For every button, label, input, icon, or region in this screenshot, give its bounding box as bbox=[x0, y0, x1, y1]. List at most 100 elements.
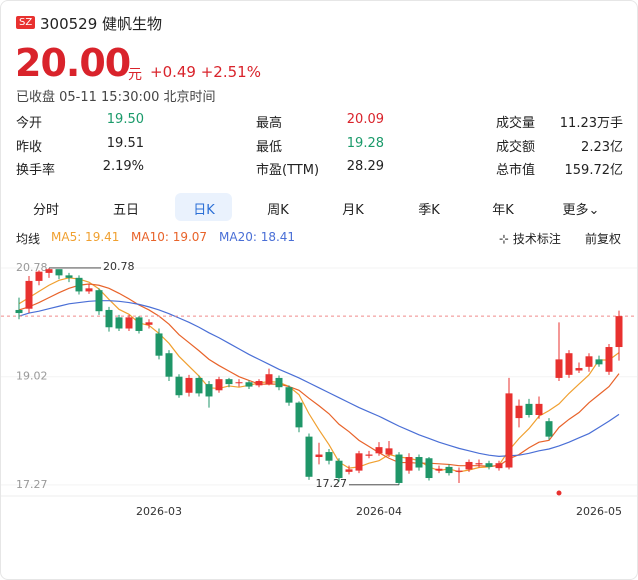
tab[interactable]: 月K bbox=[342, 203, 364, 218]
candle-body bbox=[545, 421, 553, 437]
candle-body bbox=[505, 393, 513, 468]
candle-body bbox=[425, 458, 433, 479]
stat-label: 成交量 bbox=[496, 116, 536, 131]
candle-body bbox=[165, 353, 173, 377]
candle-body bbox=[565, 353, 573, 375]
candle-body bbox=[295, 402, 303, 428]
candle-body bbox=[55, 269, 63, 276]
candle-body bbox=[405, 457, 413, 471]
candle-body bbox=[305, 436, 313, 477]
candle-body bbox=[15, 309, 23, 314]
stat-label: 今开 bbox=[16, 116, 43, 131]
candle-body bbox=[435, 468, 443, 471]
candle-body bbox=[105, 309, 113, 328]
event-dot bbox=[556, 490, 562, 496]
tab[interactable]: 周K bbox=[267, 203, 289, 218]
market-status: 已收盘 05-11 15:30:00 北京时间 bbox=[16, 90, 216, 105]
candle-body bbox=[215, 379, 223, 391]
candle-body bbox=[415, 457, 423, 468]
candle-body bbox=[145, 322, 153, 325]
stat-value: 159.72亿 bbox=[564, 163, 624, 178]
candle-body bbox=[195, 377, 203, 394]
candle-body bbox=[605, 347, 613, 372]
candle-body bbox=[25, 280, 33, 309]
stat-value: 19.50 bbox=[106, 112, 144, 127]
candle-body bbox=[495, 463, 503, 469]
tab[interactable]: 日K bbox=[193, 203, 215, 218]
ma-label[interactable]: 均线 bbox=[16, 232, 41, 246]
candle-body bbox=[175, 376, 183, 396]
y-tick-label: 20.78 bbox=[16, 261, 48, 274]
candle-body bbox=[75, 277, 83, 292]
candle-body bbox=[585, 356, 593, 367]
y-tick-label: 17.27 bbox=[16, 478, 48, 491]
candle-body bbox=[205, 384, 213, 397]
stat-value: 20.09 bbox=[346, 112, 384, 127]
legend-entry: MA20: 18.41 bbox=[219, 230, 296, 244]
candle-body bbox=[395, 454, 403, 483]
candle-body bbox=[335, 460, 343, 479]
candle-body bbox=[525, 403, 533, 415]
stat-label: 昨收 bbox=[16, 140, 43, 155]
tab-highlight bbox=[175, 193, 232, 221]
candle-body bbox=[555, 359, 563, 378]
candle-body bbox=[275, 377, 283, 388]
x-tick-label: 2026-05 bbox=[576, 505, 622, 518]
marking-button[interactable]: ⊹ 技术标注 bbox=[499, 232, 561, 246]
ma-line bbox=[18, 277, 620, 473]
candle-body bbox=[355, 453, 363, 471]
ma-line bbox=[18, 283, 620, 467]
candle-body bbox=[45, 269, 53, 273]
candle-body bbox=[285, 387, 293, 403]
stat-value: 11.23万手 bbox=[559, 116, 623, 131]
candle-body bbox=[515, 405, 523, 419]
high-label: 20.78 bbox=[103, 260, 135, 273]
candle-body bbox=[465, 461, 473, 470]
candle-body bbox=[235, 382, 243, 384]
tab[interactable]: 年K bbox=[492, 203, 514, 218]
stat-value: 28.29 bbox=[346, 159, 384, 174]
candle-body bbox=[245, 382, 253, 387]
stat-value: 2.19% bbox=[102, 159, 144, 174]
candle-body bbox=[255, 381, 263, 386]
stock-name: 300529 健帆生物 bbox=[40, 15, 163, 33]
tab[interactable]: 分时 bbox=[32, 203, 60, 218]
candle-body bbox=[225, 379, 233, 385]
candle-body bbox=[35, 271, 43, 281]
candle-body bbox=[345, 469, 353, 472]
tab[interactable]: 五日 bbox=[112, 203, 140, 218]
price: 20.00 bbox=[15, 41, 131, 85]
stat-label: 最高 bbox=[256, 116, 283, 131]
candle-body bbox=[475, 463, 483, 465]
price-unit: 元 bbox=[128, 67, 142, 83]
adjust-button[interactable]: 前复权 bbox=[585, 232, 622, 246]
candle-body bbox=[155, 333, 163, 356]
candle-body bbox=[185, 377, 193, 393]
candle-body bbox=[365, 454, 373, 456]
stat-value: 19.28 bbox=[346, 136, 384, 151]
candle-body bbox=[445, 466, 453, 474]
tab[interactable]: 季K bbox=[418, 203, 440, 218]
dropdown-arrow: ⌄ bbox=[588, 203, 600, 218]
candle-body bbox=[125, 317, 133, 329]
candle-body bbox=[95, 290, 103, 312]
low-label: 17.27 bbox=[316, 477, 348, 490]
ma-line bbox=[18, 300, 620, 458]
tab[interactable]: 更多⌄ bbox=[562, 203, 600, 218]
x-tick-label: 2026-04 bbox=[356, 505, 402, 518]
candle-body bbox=[65, 275, 73, 278]
candle-body bbox=[135, 317, 143, 331]
candle-body bbox=[385, 448, 393, 455]
stat-label: 总市值 bbox=[496, 163, 536, 178]
candle-body bbox=[595, 359, 603, 365]
stat-label: 换手率 bbox=[16, 163, 56, 178]
x-tick-label: 2026-03 bbox=[136, 505, 182, 518]
candle-body bbox=[315, 454, 323, 458]
y-tick-label: 19.02 bbox=[16, 370, 48, 383]
stat-label: 最低 bbox=[256, 140, 283, 155]
stat-value: 2.23亿 bbox=[581, 140, 623, 155]
candle-body bbox=[115, 317, 123, 329]
legend-entry: MA10: 19.07 bbox=[131, 230, 208, 244]
